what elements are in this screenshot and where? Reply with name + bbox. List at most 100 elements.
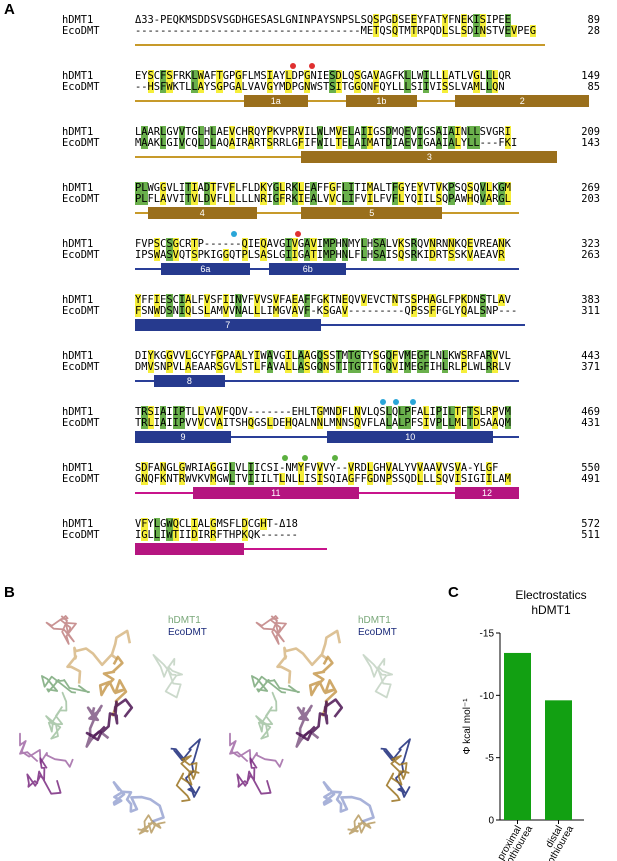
backbone-trace: [41, 675, 90, 694]
sequence-name: EcoDMT: [62, 193, 100, 205]
residue-number: 550: [581, 462, 600, 474]
backbone-trace: [236, 757, 272, 795]
sequence-name: hDMT1: [62, 518, 94, 530]
residue-number: 149: [581, 70, 600, 82]
sequence-name: hDMT1: [62, 182, 94, 194]
backbone-trace: [255, 615, 287, 645]
sequence-text: TRSIAIIPTLLVAVFQDV-------EHLTGMNDFLNVLQS…: [135, 406, 511, 418]
backbone-trace: [276, 629, 342, 684]
sequence-text: EYSCFSFRKLWAFTGPGFLMSIAYLDPGNIESDLQSGAVA…: [135, 70, 511, 82]
backbone-trace: [229, 732, 284, 768]
residue-number: 371: [581, 361, 600, 373]
helix-8: 8: [154, 375, 225, 387]
sequence-text: Δ33-PEQKMSDDSVSGDHGESASLGNINPAYSNPSLSQSP…: [135, 14, 511, 26]
chart-title-line: hDMT1: [531, 603, 571, 617]
legend-ecodmt: EcoDMT: [168, 627, 207, 638]
backbone-trace: [26, 757, 62, 795]
residue-number: 89: [587, 14, 600, 26]
sequence-text: DMVSNPVLAEAARSGVLSTLFAVALLASGQNSTITGTITG…: [135, 361, 511, 373]
residue-number: 203: [581, 193, 600, 205]
sequence-name: EcoDMT: [62, 361, 100, 373]
y-tick-label: 0: [488, 816, 494, 827]
helix-1b: 1b: [346, 95, 417, 107]
helix-1a: 1a: [243, 95, 308, 107]
sequence-text: PLWGGVLITIADTFVFLFLDKYGLRKLEAFFGFLITIMAL…: [135, 182, 511, 194]
sequence-name: hDMT1: [62, 462, 94, 474]
helix-2: 2: [455, 95, 590, 107]
sequence-text: YFFIESCIALFVSFIINVFVVSVFAEAFFGKTNEQVVEVC…: [135, 294, 511, 306]
backbone-trace: [255, 691, 278, 740]
bar-proximal: [504, 652, 531, 820]
sequence-text: MAAKLGIVCQLDLAQAIRARTSRRLGFIFWILTELAIMAT…: [135, 137, 518, 149]
helix-12: 12: [455, 487, 519, 499]
residue-marker-dot: [290, 63, 296, 69]
sequence-name: hDMT1: [62, 294, 94, 306]
sequence-name: EcoDMT: [62, 137, 100, 149]
residue-number: 572: [581, 518, 600, 530]
sequence-name: hDMT1: [62, 14, 94, 26]
sequence-text: TRLIAIIPVVVCVAITSHQGSLDEHQALNNLMNNSQVFLA…: [135, 417, 511, 429]
backbone-trace: [295, 704, 320, 748]
backbone-trace: [112, 781, 165, 823]
sequence-text: DIYKGGVVLGCYFGPAALYIWAVGILAAGQSSTMTGTYSG…: [135, 350, 511, 362]
sequence-text: IPSWASVQTSPKIGGQTPLSASLGIIGATIMPHNLFLHSA…: [135, 249, 505, 261]
backbone-trace: [66, 629, 132, 684]
residue-number: 85: [587, 81, 600, 93]
helix-7: 7: [135, 319, 321, 331]
y-tick-label: -5: [485, 753, 494, 764]
sequence-name: hDMT1: [62, 406, 94, 418]
residue-marker-dot: [295, 231, 301, 237]
residue-number: 491: [581, 473, 600, 485]
residue-number: 383: [581, 294, 600, 306]
sequence-name: EcoDMT: [62, 529, 100, 541]
helix-4: 4: [147, 207, 257, 219]
backbone-trace: [45, 691, 68, 740]
backbone-trace: [308, 655, 338, 717]
helix-12-cont: [135, 543, 244, 555]
backbone-trace: [251, 675, 300, 694]
backbone-trace: [362, 654, 393, 699]
sequence-text: ------------------------------------METQ…: [135, 25, 536, 37]
sequence-name: EcoDMT: [62, 25, 100, 37]
sequence-name: EcoDMT: [62, 417, 100, 429]
helix-11: 11: [192, 487, 359, 499]
sequence-text: VFYLGWQCLIALGMSFLDCGHT-Δ18: [135, 518, 298, 530]
residue-number: 263: [581, 249, 600, 261]
residue-number: 269: [581, 182, 600, 194]
secondary-structure-track: [135, 380, 519, 382]
backbone-trace: [152, 654, 183, 699]
sequence-name: hDMT1: [62, 350, 94, 362]
residue-marker-dot: [393, 399, 399, 405]
backbone-trace: [385, 754, 410, 803]
sequence-text: --HSFWKTLLAYSGPGALVAVGYMDPGNWSTSITGGQNFQ…: [135, 81, 505, 93]
panel-label-c: C: [448, 584, 459, 601]
residue-number: 209: [581, 126, 600, 138]
backbone-trace: [19, 732, 74, 768]
backbone-trace: [380, 738, 411, 798]
sequence-text: IGLLIWTIIDIRRFTHPKQK------: [135, 529, 298, 541]
sequence-name: EcoDMT: [62, 249, 100, 261]
backbone-trace: [98, 655, 128, 717]
backbone-trace: [295, 698, 344, 742]
sequence-alignment: hDMT1 Δ33-PEQKMSDDSVSGDHGESASLGNINPAYSNPS…: [62, 14, 600, 555]
backbone-trace: [85, 704, 110, 748]
residue-marker-dot: [302, 455, 308, 461]
residue-number: 431: [581, 417, 600, 429]
residue-number: 443: [581, 350, 600, 362]
residue-number: 28: [587, 25, 600, 37]
legend-hdmt1: hDMT1: [168, 615, 201, 626]
backbone-trace: [85, 698, 134, 742]
helix-9: 9: [135, 431, 231, 443]
panel-label-a: A: [4, 1, 15, 18]
sequence-text: GNQFKNTRWVKVMGWLTVIIILTLNLLISISQIAGFFGDN…: [135, 473, 511, 485]
sequence-name: hDMT1: [62, 70, 94, 82]
residue-marker-dot: [282, 455, 288, 461]
y-tick-label: -15: [480, 629, 495, 640]
panel-label-b: B: [4, 584, 15, 601]
sequence-text: FSNWDSNIQLSLAMVVNALLLIMGVAVF-KSGAV------…: [135, 305, 518, 317]
residue-number: 323: [581, 238, 600, 250]
residue-number: 511: [581, 529, 600, 541]
helix-5: 5: [301, 207, 443, 219]
backbone-trace: [170, 738, 201, 798]
